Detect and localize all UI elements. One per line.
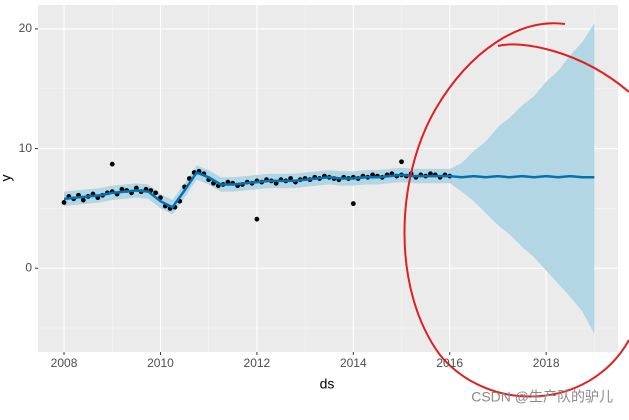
observation-point [61,200,67,205]
annotation-stroke [497,43,629,93]
observation-point [80,197,86,203]
observation-point [153,190,159,196]
observation-point [399,159,404,165]
observation-point [133,185,139,191]
y-tick-label: 20 [19,21,33,35]
x-axis-title: ds [320,376,335,392]
observation-point [254,216,260,222]
y-axis-title: y [0,175,14,182]
x-tick-label: 2014 [340,356,367,370]
x-tick-label: 2010 [147,356,174,370]
y-tick-label: 10 [19,141,33,155]
x-tick-label: 2018 [533,356,560,370]
forecast-line [63,170,595,209]
x-tick-label: 2016 [436,356,463,370]
observation-point [119,186,125,192]
x-tick-label: 2008 [51,356,78,370]
observation-point [350,201,356,207]
y-tick-label: 0 [25,260,32,274]
annotation-circle [403,22,629,398]
watermark: CSDN @生产队的驴儿 [471,389,613,405]
x-tick-label: 2012 [244,356,271,370]
observation-point [109,161,115,167]
